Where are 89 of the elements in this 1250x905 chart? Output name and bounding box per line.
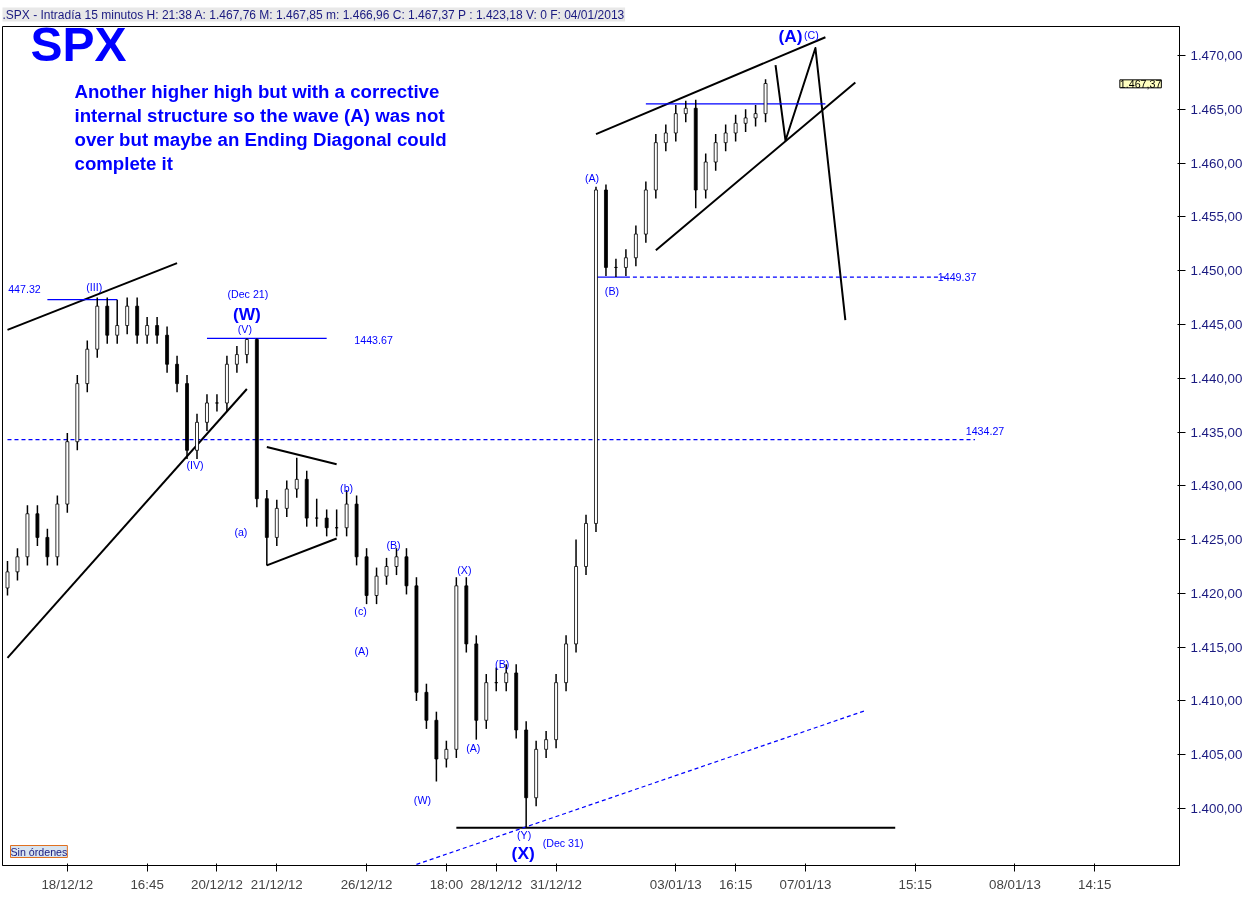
annotation: (a) [234, 526, 248, 539]
y-tick-label: 1.400,00 [1190, 800, 1243, 816]
candlestick [723, 123, 728, 153]
candlestick [384, 557, 389, 586]
y-tick-label: 1.460,00 [1190, 155, 1243, 171]
candlestick [324, 508, 329, 538]
candlestick [444, 739, 449, 769]
text: .SPX - Intradía 15 minutos H: 21:38 A: 1.467,76 M: 1.467,85 m: 1.466,96 C: 1.467,37 P : 1.423,18 V: 0 F: 04/01/2013 [2, 7, 625, 22]
y-tick-label: 1.470,00 [1190, 48, 1243, 64]
annotation: (B) [386, 538, 401, 551]
annotation: (A) [466, 742, 481, 755]
text: Another higher high but with a corrective internal structure so the wave (A) was not over but maybe an Ending Diagonal could complete it [74, 80, 447, 174]
annotation: (A) [584, 172, 600, 185]
candlestick [713, 133, 718, 172]
candlestick [175, 354, 179, 393]
annotation: (A) [778, 26, 803, 47]
candlestick [215, 393, 219, 413]
annotation: 1.467,37 [1119, 77, 1162, 90]
candlestick [544, 730, 549, 759]
annotation: 1443.67 [354, 333, 393, 346]
annotation: (b) [340, 481, 354, 494]
candlestick [125, 296, 130, 335]
candlestick [235, 345, 239, 374]
candlestick [145, 316, 150, 345]
x-tick-label: 14:15 [1078, 876, 1112, 892]
candlestick [5, 560, 10, 597]
candlestick [663, 123, 668, 153]
annotation: Sin órdenes [10, 845, 68, 858]
x-tick-label: 28/12/12 [470, 876, 523, 892]
x-tick-label: 18/12/12 [41, 876, 94, 892]
annotation: 1449.37 [937, 271, 977, 284]
candlestick [244, 337, 249, 364]
candlestick [753, 104, 758, 128]
candlestick [314, 497, 319, 528]
y-tick-label: 1.405,00 [1190, 747, 1243, 763]
x-tick-label: 08/01/13 [988, 876, 1041, 892]
y-tick-label: 1.440,00 [1190, 370, 1243, 386]
y-tick-label: 1.430,00 [1190, 478, 1243, 494]
y-tick-label: 1.425,00 [1190, 532, 1243, 548]
x-tick-label: 07/01/13 [779, 876, 832, 892]
y-tick-label: 1.465,00 [1190, 101, 1243, 117]
annotation: (Dec 21) [227, 288, 269, 301]
candlestick [673, 104, 678, 143]
y-tick-label: 1.420,00 [1190, 585, 1243, 601]
y-tick-label: 1.435,00 [1190, 424, 1243, 440]
annotation: (Y) [517, 829, 532, 842]
y-tick-label: 1.445,00 [1190, 316, 1243, 332]
annotation: (V) [237, 322, 252, 335]
annotation: (X) [457, 563, 472, 576]
y-tick-label: 1.455,00 [1190, 209, 1243, 225]
x-tick-label: 26/12/12 [340, 876, 393, 892]
candlestick [35, 504, 40, 547]
annotation: (X) [511, 842, 535, 863]
candlestick [683, 99, 688, 123]
annotation: (III) [86, 280, 103, 293]
x-tick-label: 16:45 [130, 876, 164, 892]
annotation: (c) [354, 604, 367, 617]
candlestick [294, 457, 299, 499]
annotation: (W) [413, 793, 432, 806]
y-tick-label: 1.450,00 [1190, 263, 1243, 279]
candlestick [733, 113, 738, 143]
candlestick [15, 547, 20, 582]
y-tick-label: 1.415,00 [1190, 639, 1243, 655]
annotation: (A) [354, 645, 369, 658]
x-tick-label: 31/12/12 [530, 876, 583, 892]
x-tick-label: 15:15 [898, 876, 932, 892]
candlestick [155, 316, 159, 345]
annotation: (W) [232, 303, 261, 324]
y-tick-label: 1.410,00 [1190, 693, 1243, 709]
candlestick [115, 298, 120, 345]
annotation: 447.32 [8, 282, 41, 295]
annotation: 1434.27 [965, 424, 1005, 437]
candlestick [743, 108, 748, 133]
annotation: (B) [495, 658, 510, 671]
x-tick-label: 21/12/12 [250, 876, 303, 892]
annotation: (B) [604, 285, 620, 298]
candlestick [624, 248, 628, 277]
candlestick [284, 479, 289, 518]
annotation: (Dec 31) [542, 836, 584, 849]
x-tick-label: 18:00 [429, 876, 464, 892]
candlestick [633, 224, 638, 268]
annotation: (C) [804, 29, 819, 42]
x-tick-label: 03/01/13 [649, 876, 702, 892]
candlestick [45, 528, 50, 567]
annotation: (IV) [186, 459, 204, 472]
candlestick [374, 566, 379, 605]
candlestick [205, 393, 209, 432]
x-tick-label: 16:15 [718, 876, 753, 892]
x-tick-label: 20/12/12 [191, 876, 243, 892]
